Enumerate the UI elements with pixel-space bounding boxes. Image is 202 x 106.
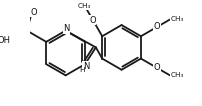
Text: CH₃: CH₃: [170, 16, 183, 22]
Text: OH: OH: [0, 36, 10, 45]
Text: N: N: [82, 62, 89, 71]
Text: CH₃: CH₃: [78, 3, 91, 9]
Text: CH₃: CH₃: [170, 72, 183, 78]
Text: O: O: [30, 8, 37, 17]
Text: O: O: [153, 63, 159, 73]
Text: O: O: [153, 22, 159, 31]
Text: N: N: [63, 24, 69, 33]
Text: O: O: [89, 16, 95, 25]
Text: H: H: [78, 67, 84, 73]
